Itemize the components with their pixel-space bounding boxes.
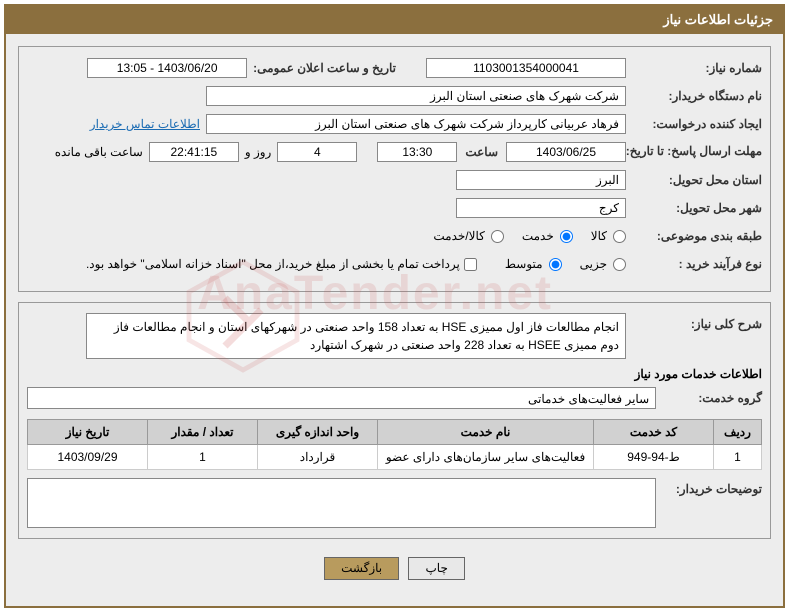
- th-date: تاریخ نیاز: [28, 420, 148, 445]
- desc-label: شرح کلی نیاز:: [632, 313, 762, 331]
- radio-service-group: خدمت: [504, 229, 573, 243]
- city-value: کرج: [456, 198, 626, 218]
- subject-class-label: طبقه بندی موضوعی:: [632, 229, 762, 243]
- days-word: روز و: [245, 145, 272, 159]
- radio-service[interactable]: [560, 230, 573, 243]
- payment-checkbox[interactable]: [464, 258, 477, 271]
- th-row: ردیف: [714, 420, 762, 445]
- radio-medium[interactable]: [549, 258, 562, 271]
- top-section: شماره نیاز: 1103001354000041 تاریخ و ساع…: [18, 46, 771, 292]
- province-label: استان محل تحویل:: [632, 173, 762, 187]
- radio-goods-service-group: کالا/خدمت: [415, 229, 503, 243]
- deadline-date: 1403/06/25: [506, 142, 626, 162]
- row-city: شهر محل تحویل: کرج: [27, 197, 762, 219]
- cell-name: فعالیت‌های سایر سازمان‌های دارای عضو: [378, 445, 594, 470]
- cell-unit: قرارداد: [258, 445, 378, 470]
- button-row: چاپ بازگشت: [18, 549, 771, 594]
- th-qty: تعداد / مقدار: [148, 420, 258, 445]
- table-header-row: ردیف کد خدمت نام خدمت واحد اندازه گیری ت…: [28, 420, 762, 445]
- remaining-suffix: ساعت باقی مانده: [55, 145, 143, 159]
- service-group-label: گروه خدمت:: [662, 391, 762, 405]
- purchase-type-label: نوع فرآیند خرید :: [632, 257, 762, 271]
- back-button[interactable]: بازگشت: [324, 557, 399, 580]
- cell-code: ط-94-949: [594, 445, 714, 470]
- days-remaining: 4: [277, 142, 357, 162]
- time-remaining: 22:41:15: [149, 142, 239, 162]
- time-word: ساعت: [465, 145, 498, 159]
- radio-medium-group: متوسط: [487, 257, 562, 271]
- province-value: البرز: [456, 170, 626, 190]
- radio-goods-service-label: کالا/خدمت: [433, 229, 484, 243]
- cell-date: 1403/09/29: [28, 445, 148, 470]
- requester-value: فرهاد عربیانی کارپرداز شرکت شهرک های صنع…: [206, 114, 626, 134]
- print-button[interactable]: چاپ: [408, 557, 464, 580]
- cell-row: 1: [714, 445, 762, 470]
- row-requester: ایجاد کننده درخواست: فرهاد عربیانی کارپر…: [27, 113, 762, 135]
- service-group-value: سایر فعالیت‌های خدماتی: [27, 387, 656, 409]
- payment-note: پرداخت تمام یا بخشی از مبلغ خرید،از محل …: [86, 257, 460, 271]
- requester-label: ایجاد کننده درخواست:: [632, 117, 762, 131]
- buyer-org-label: نام دستگاه خریدار:: [632, 89, 762, 103]
- radio-minor-label: جزیی: [580, 257, 607, 271]
- th-code: کد خدمت: [594, 420, 714, 445]
- row-remarks: توضیحات خریدار:: [27, 478, 762, 528]
- remarks-label: توضیحات خریدار:: [662, 478, 762, 496]
- deadline-time: 13:30: [377, 142, 457, 162]
- announce-label: تاریخ و ساعت اعلان عمومی:: [253, 61, 396, 75]
- radio-goods-group: کالا: [573, 229, 626, 243]
- services-section-title: اطلاعات خدمات مورد نیاز: [27, 367, 762, 381]
- need-no-label: شماره نیاز:: [632, 61, 762, 75]
- radio-goods-label: کالا: [591, 229, 607, 243]
- row-description: شرح کلی نیاز: انجام مطالعات فاز اول ممیز…: [27, 313, 762, 359]
- need-no-value: 1103001354000041: [426, 58, 626, 78]
- deadline-label: مهلت ارسال پاسخ: تا تاریخ:: [632, 144, 762, 160]
- radio-minor-group: جزیی: [562, 257, 626, 271]
- radio-service-label: خدمت: [522, 229, 554, 243]
- panel-header: جزئیات اطلاعات نیاز: [6, 6, 783, 34]
- row-purchase-type: نوع فرآیند خرید : جزیی متوسط پرداخت تمام…: [27, 253, 762, 275]
- radio-goods[interactable]: [613, 230, 626, 243]
- city-label: شهر محل تحویل:: [632, 201, 762, 215]
- row-buyer-org: نام دستگاه خریدار: شرکت شهرک های صنعتی ا…: [27, 85, 762, 107]
- payment-checkbox-row: پرداخت تمام یا بخشی از مبلغ خرید،از محل …: [86, 257, 477, 271]
- th-name: نام خدمت: [378, 420, 594, 445]
- row-need-no: شماره نیاز: 1103001354000041 تاریخ و ساع…: [27, 57, 762, 79]
- contact-link[interactable]: اطلاعات تماس خریدار: [90, 117, 200, 131]
- radio-minor[interactable]: [613, 258, 626, 271]
- cell-qty: 1: [148, 445, 258, 470]
- radio-goods-service[interactable]: [491, 230, 504, 243]
- table-row: 1 ط-94-949 فعالیت‌های سایر سازمان‌های دا…: [28, 445, 762, 470]
- announce-value: 1403/06/20 - 13:05: [87, 58, 247, 78]
- desc-value: انجام مطالعات فاز اول ممیزی HSE به تعداد…: [86, 313, 626, 359]
- row-province: استان محل تحویل: البرز: [27, 169, 762, 191]
- details-section: شرح کلی نیاز: انجام مطالعات فاز اول ممیز…: [18, 302, 771, 539]
- main-panel: جزئیات اطلاعات نیاز AnaTender.net شماره …: [4, 4, 785, 608]
- content-area: شماره نیاز: 1103001354000041 تاریخ و ساع…: [6, 34, 783, 606]
- buyer-org-value: شرکت شهرک های صنعتی استان البرز: [206, 86, 626, 106]
- row-deadline: مهلت ارسال پاسخ: تا تاریخ: 1403/06/25 سا…: [27, 141, 762, 163]
- remarks-value: [27, 478, 656, 528]
- services-table: ردیف کد خدمت نام خدمت واحد اندازه گیری ت…: [27, 419, 762, 470]
- th-unit: واحد اندازه گیری: [258, 420, 378, 445]
- panel-title: جزئیات اطلاعات نیاز: [663, 12, 773, 27]
- radio-medium-label: متوسط: [505, 257, 543, 271]
- row-subject-class: طبقه بندی موضوعی: کالا خدمت کالا/خدمت: [27, 225, 762, 247]
- row-service-group: گروه خدمت: سایر فعالیت‌های خدماتی: [27, 387, 762, 409]
